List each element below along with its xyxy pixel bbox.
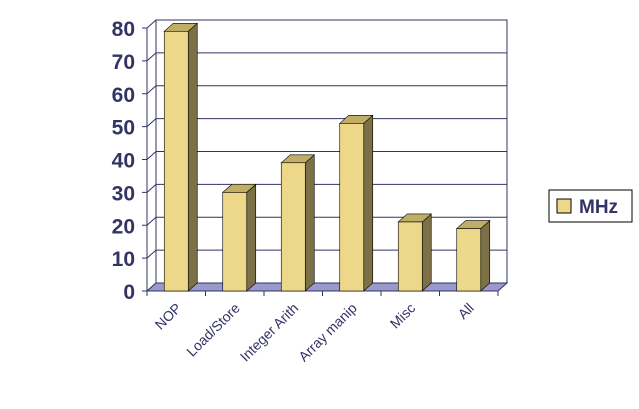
y-tick-label: 50	[112, 117, 135, 140]
x-tick-label: Misc	[387, 300, 419, 332]
bar-front	[456, 228, 482, 292]
x-tick-label: Array manip	[295, 300, 360, 365]
bar-side	[421, 213, 432, 292]
chart-floor	[145, 282, 509, 292]
bar-front	[339, 123, 365, 292]
y-tick-label: 60	[112, 84, 135, 107]
bar-side	[304, 154, 315, 292]
x-tick-label: All	[455, 300, 477, 322]
y-tick-label: 70	[112, 51, 135, 74]
gridline-side	[146, 19, 157, 29]
bars	[163, 22, 491, 292]
gridline-side	[146, 52, 157, 62]
y-tick-label: 10	[112, 248, 135, 271]
bar	[397, 213, 433, 292]
x-tick-label: NOP	[152, 300, 185, 333]
bar	[163, 22, 199, 292]
x-tick-label: Load/Store	[183, 300, 243, 360]
y-tick-label: 30	[112, 182, 135, 205]
legend: MHz	[548, 189, 633, 223]
y-tick-labels: 0 10 20 30 40 50 60 70 80	[112, 18, 135, 304]
bar-side	[187, 22, 198, 292]
y-tick-label: 0	[123, 281, 135, 304]
bar	[221, 183, 257, 292]
gridline-side	[146, 85, 157, 95]
bar	[455, 219, 491, 292]
gridlines	[146, 19, 508, 292]
gridline-side	[146, 118, 157, 127]
legend-label: MHz	[579, 197, 618, 218]
bar-front	[280, 162, 306, 292]
bar-side	[246, 183, 257, 292]
bar-front	[397, 221, 423, 292]
x-tick-label: Integer Arith	[237, 300, 302, 365]
legend-swatch	[556, 198, 572, 214]
y-tick-label: 80	[112, 18, 135, 41]
gridline-side	[146, 249, 157, 259]
floor	[145, 282, 509, 292]
bar-front	[163, 30, 189, 292]
y-tick-label: 20	[112, 215, 135, 238]
bar-front	[222, 192, 248, 292]
bar	[338, 114, 374, 292]
gridline-side	[146, 216, 157, 226]
y-tick-label: 40	[112, 150, 135, 173]
gridline-side	[146, 184, 157, 193]
bar	[280, 154, 316, 292]
bar-side	[363, 114, 374, 292]
axes	[142, 27, 499, 296]
bar-side	[480, 219, 491, 292]
gridline-side	[146, 151, 157, 160]
